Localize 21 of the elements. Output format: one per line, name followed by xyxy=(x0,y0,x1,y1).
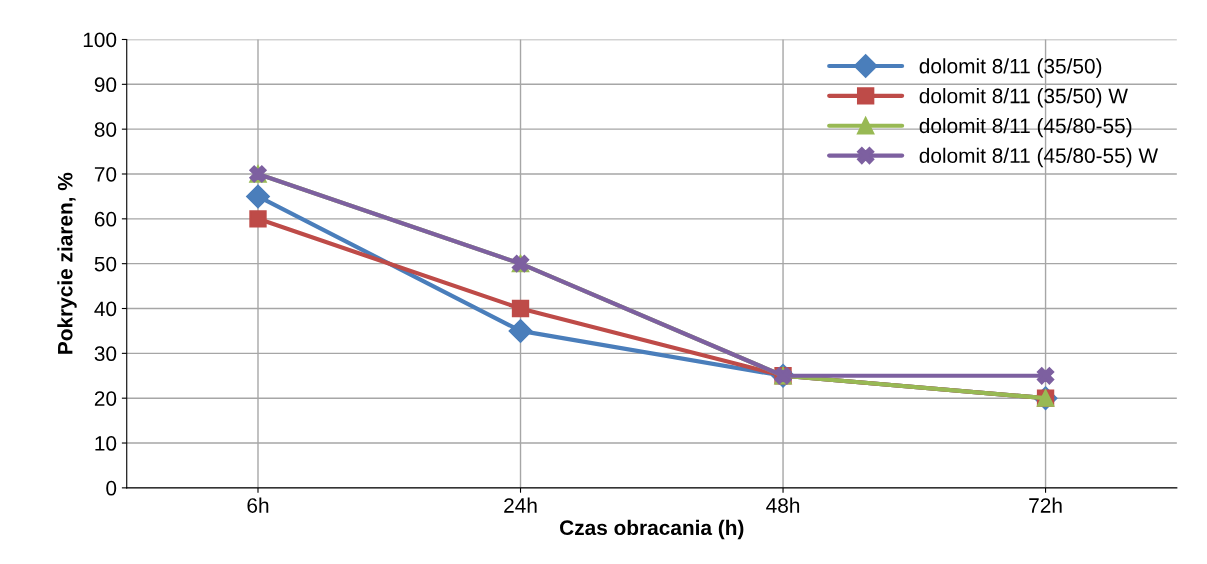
y-tick-label: 0 xyxy=(106,480,117,496)
legend-label: dolomit 8/11 (35/50) W xyxy=(919,88,1128,108)
x-tick-label: 24h xyxy=(504,497,537,513)
legend-label: dolomit 8/11 (45/80-55) xyxy=(919,117,1132,138)
x-axis-title: Czas obracania (h) xyxy=(560,519,744,540)
y-tick-label: 90 xyxy=(94,77,117,93)
x-tick-label: 6h xyxy=(247,497,269,513)
x-tick-label: 48h xyxy=(766,497,800,513)
y-tick-label: 40 xyxy=(94,301,117,317)
y-tick-label: 100 xyxy=(83,32,117,48)
legend-label: dolomit 8/11 (45/80-55) W xyxy=(919,147,1159,168)
y-tick-label: 10 xyxy=(95,436,117,451)
x-tick-label: 72h xyxy=(1029,497,1062,513)
y-tick-label: 50 xyxy=(94,256,117,272)
y-tick-label: 30 xyxy=(94,346,117,362)
y-tick-label: 60 xyxy=(94,211,117,227)
y-tick-label: 80 xyxy=(94,122,117,137)
y-tick-label: 70 xyxy=(94,167,117,182)
y-tick-label: 20 xyxy=(94,391,117,406)
y-axis-title: Pokrycie ziaren, % xyxy=(57,172,77,354)
legend-label: dolomit 8/11 (35/50) xyxy=(919,58,1102,78)
